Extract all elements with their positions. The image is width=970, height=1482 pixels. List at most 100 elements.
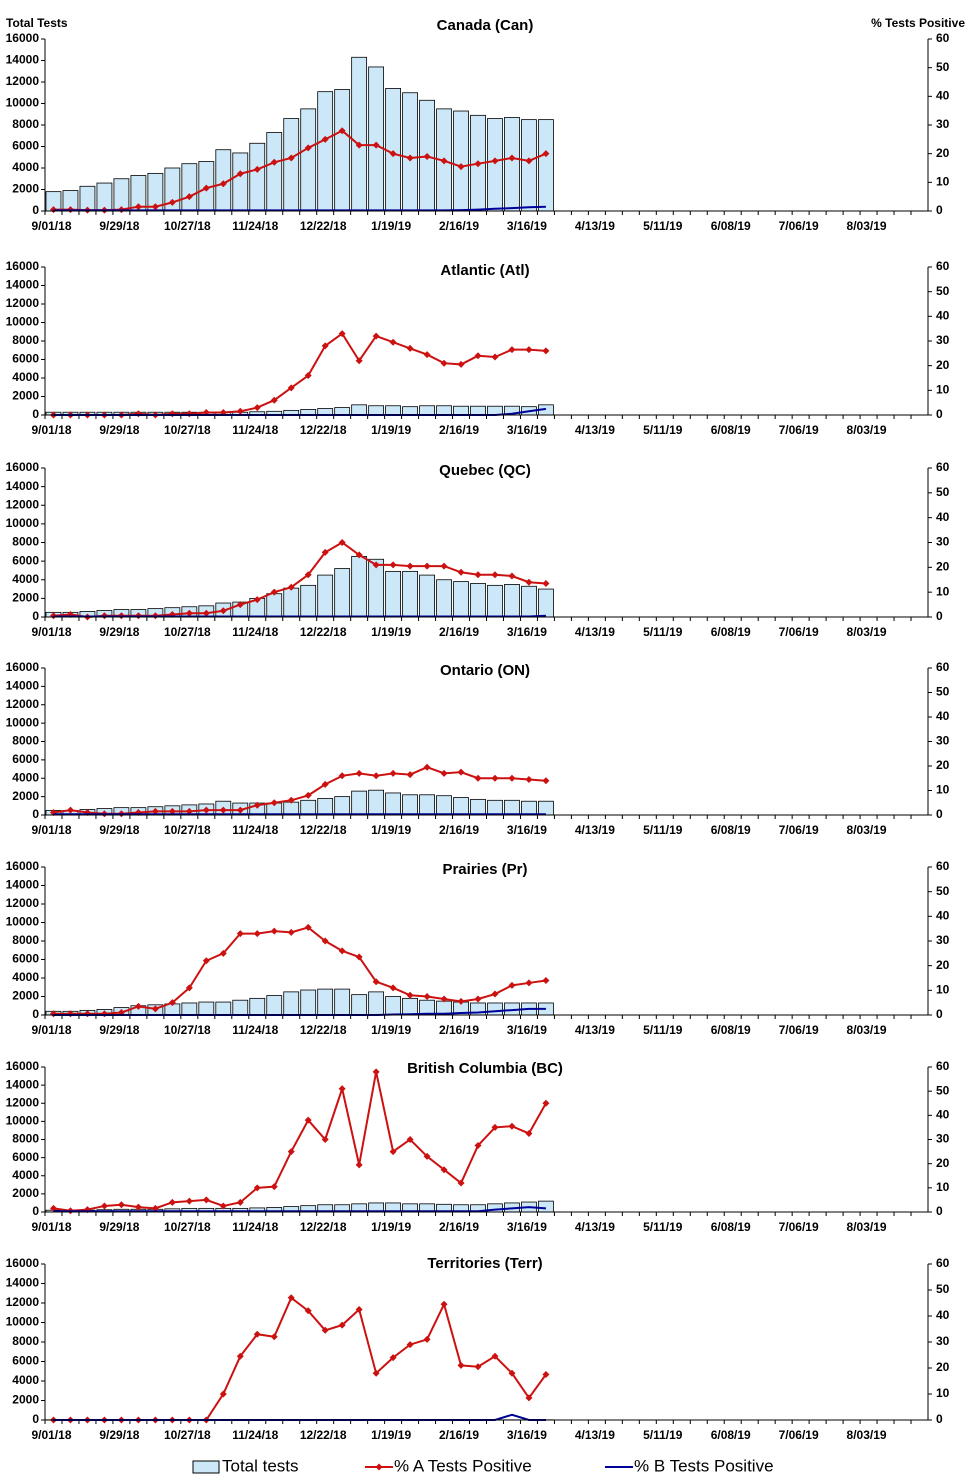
line-marker (508, 981, 516, 989)
x-tick-label: 8/03/19 (847, 1428, 887, 1442)
x-tick-label: 4/13/19 (575, 823, 615, 837)
chart-title: Ontario (ON) (440, 662, 530, 679)
line-marker (287, 1294, 295, 1302)
x-tick-label: 8/03/19 (847, 625, 887, 639)
bar (487, 118, 503, 212)
y2-tick-label: 20 (936, 358, 950, 372)
y-tick-label: 16000 (6, 1256, 40, 1270)
x-tick-label: 9/01/18 (31, 625, 71, 639)
bar (470, 405, 486, 416)
line-marker (525, 1129, 533, 1137)
line-marker (287, 583, 295, 591)
x-tick-label: 9/01/18 (31, 1023, 71, 1037)
line-marker (372, 141, 380, 149)
y-tick-label: 6000 (12, 139, 39, 153)
bar (334, 89, 351, 212)
line-marker (304, 1116, 312, 1124)
line-marker (474, 774, 482, 782)
x-tick-label: 10/27/18 (164, 1023, 211, 1037)
series-line (53, 1413, 546, 1421)
x-tick-label: 1/19/19 (371, 1428, 411, 1442)
line-marker (304, 923, 312, 931)
x-tick-label: 6/08/19 (711, 625, 751, 639)
x-tick-label: 5/11/19 (643, 1023, 683, 1037)
x-tick-label: 10/27/18 (164, 1220, 211, 1234)
x-tick-label: 5/11/19 (643, 823, 683, 837)
line-marker (389, 150, 397, 158)
chart-title: Quebec (QC) (439, 462, 531, 479)
line-marker (406, 991, 414, 999)
line-marker (457, 997, 465, 1005)
line-marker (134, 1203, 142, 1211)
chart-title: British Columbia (BC) (407, 1060, 563, 1077)
line-marker (168, 1198, 176, 1206)
y-tick-label: 14000 (6, 53, 40, 67)
line-marker (185, 984, 193, 992)
bar (266, 593, 283, 618)
line-marker (253, 1184, 261, 1192)
bar (538, 588, 554, 618)
line-marker (219, 180, 227, 188)
bar (334, 568, 351, 618)
y-tick-label: 4000 (12, 572, 39, 586)
line-marker (542, 1371, 550, 1378)
y2-tick-label: 60 (936, 859, 950, 873)
line-marker (525, 775, 533, 783)
line-marker (457, 1179, 465, 1187)
line-marker (151, 203, 159, 211)
y-tick-label: 12000 (6, 1095, 40, 1109)
y2-tick-label: 50 (936, 60, 950, 74)
x-tick-label: 4/13/19 (575, 1023, 615, 1037)
line-marker (287, 154, 295, 162)
bar (453, 405, 469, 416)
y-tick-label: 12000 (6, 296, 40, 310)
y-tick-label: 0 (32, 203, 39, 217)
line-marker (457, 1361, 465, 1369)
series-line (53, 1206, 547, 1213)
line-marker (270, 927, 278, 935)
line-marker (338, 1321, 346, 1329)
x-tick-label: 4/13/19 (575, 1428, 615, 1442)
x-tick-label: 12/22/18 (300, 823, 347, 837)
y2-tick-label: 20 (936, 958, 950, 972)
line-marker (372, 772, 380, 780)
line-marker (423, 562, 431, 570)
y2-tick-label: 20 (936, 1360, 950, 1374)
chart-title: Territories (Terr) (427, 1255, 542, 1272)
y2-tick-label: 30 (936, 535, 950, 549)
x-tick-label: 5/11/19 (643, 625, 683, 639)
y2-tick-label: 10 (936, 584, 950, 598)
x-tick-label: 12/22/18 (300, 1023, 347, 1037)
x-tick-label: 11/24/18 (232, 1023, 278, 1037)
bar (419, 574, 435, 618)
x-tick-label: 4/13/19 (575, 1220, 615, 1234)
line-marker (338, 330, 346, 338)
x-tick-label: 9/01/18 (31, 219, 71, 233)
x-tick-label: 1/19/19 (371, 1023, 411, 1037)
bar (317, 574, 334, 618)
line-marker (457, 360, 465, 368)
bar (300, 989, 317, 1016)
line-marker (338, 539, 346, 546)
line-marker (491, 353, 499, 361)
bar (385, 996, 401, 1016)
y-tick-label: 2000 (12, 789, 39, 803)
bar (351, 56, 368, 212)
y-tick-label: 8000 (12, 1132, 39, 1146)
x-tick-label: 3/16/19 (507, 1220, 547, 1234)
bar (470, 798, 486, 816)
line-marker (168, 807, 176, 815)
y-tick-label: 2000 (12, 182, 39, 196)
line-marker (304, 791, 312, 799)
x-tick-label: 1/19/19 (371, 625, 411, 639)
line-marker (474, 352, 482, 360)
line-marker (406, 562, 414, 570)
y2-tick-label: 50 (936, 884, 950, 898)
y2-tick-label: 60 (936, 1059, 950, 1073)
line-marker (287, 384, 295, 392)
bar (334, 796, 351, 816)
bar (198, 1001, 215, 1016)
x-tick-label: 9/01/18 (31, 823, 71, 837)
y2-tick-label: 50 (936, 485, 950, 499)
bar (385, 792, 401, 816)
